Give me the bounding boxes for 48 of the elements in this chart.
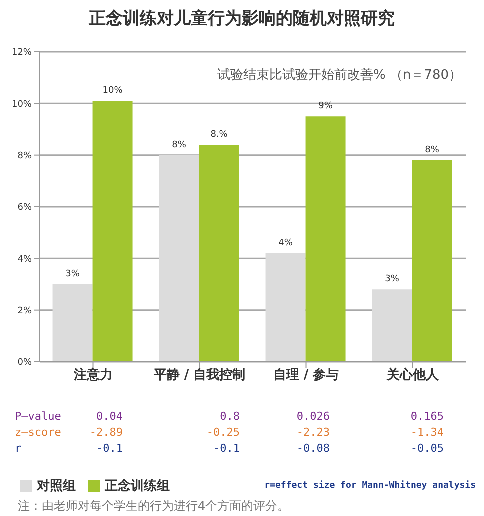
text: -0.25 bbox=[206, 426, 240, 439]
bar bbox=[92, 101, 133, 362]
x-tick-label: 注意力 bbox=[72, 367, 113, 384]
text: -0.1 bbox=[214, 442, 240, 455]
data-label: 10% bbox=[102, 86, 124, 96]
text: -2.89 bbox=[90, 426, 123, 439]
text: 0.165 bbox=[410, 410, 444, 423]
text: r=effect size for Mann-Whitney analysis bbox=[264, 481, 476, 491]
bar bbox=[199, 145, 240, 362]
bar bbox=[266, 254, 306, 362]
bar bbox=[412, 160, 452, 362]
data-label: 3% bbox=[66, 270, 80, 280]
text: 试验结束比试验开始前改善% （n＝780） bbox=[217, 67, 462, 84]
chart-title: 正念训练对儿童行为影响的随机对照研究 bbox=[88, 8, 396, 31]
text: 0.8 bbox=[220, 410, 240, 423]
text: z—score bbox=[15, 426, 62, 439]
legend-label: 正念训练组 bbox=[104, 478, 170, 495]
data-label: 9% bbox=[318, 102, 334, 112]
y-tick-label: 10% bbox=[12, 100, 32, 110]
text: -0.1 bbox=[96, 442, 123, 455]
x-tick-label: 平静 / 自我控制 bbox=[152, 367, 246, 384]
bar bbox=[159, 155, 200, 362]
data-label: 3% bbox=[385, 274, 400, 285]
data-label: 8% bbox=[172, 140, 187, 150]
y-tick-label: 0% bbox=[18, 358, 32, 368]
text: -2.23 bbox=[296, 426, 330, 439]
data-label: 8.% bbox=[210, 130, 228, 140]
y-tick-label: 4% bbox=[18, 254, 32, 265]
y-tick-label: 6% bbox=[18, 203, 32, 214]
bar bbox=[372, 290, 412, 362]
text: -0.05 bbox=[410, 442, 444, 455]
text: r bbox=[15, 442, 22, 455]
y-tick-label: 8% bbox=[18, 152, 32, 162]
x-tick-label: 关心他人 bbox=[386, 367, 440, 384]
text: P—value bbox=[15, 410, 62, 423]
bar bbox=[306, 116, 346, 362]
legend-label: 对照组 bbox=[36, 478, 76, 495]
x-tick-label: 自理 / 参与 bbox=[273, 367, 340, 384]
text: 0.04 bbox=[96, 410, 123, 423]
text: -1.34 bbox=[410, 426, 444, 439]
y-tick-label: 12% bbox=[12, 48, 32, 58]
data-label: 4% bbox=[278, 238, 294, 248]
y-tick-label: 2% bbox=[18, 306, 32, 317]
text: 注：由老师对每个学生的行为进行4个方面的评分。 bbox=[18, 498, 291, 515]
text: -0.08 bbox=[296, 442, 330, 455]
bar bbox=[52, 284, 93, 362]
text: 0.026 bbox=[296, 410, 330, 423]
data-label: 8% bbox=[425, 146, 440, 156]
